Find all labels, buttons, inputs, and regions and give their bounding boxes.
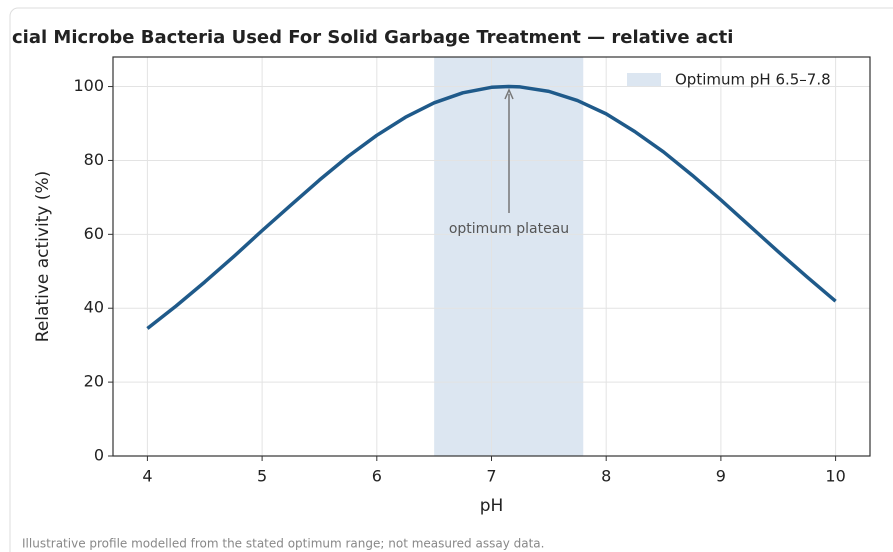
chart-title: cial Microbe Bacteria Used For Solid Gar… <box>12 27 733 48</box>
x-tick-label: 5 <box>257 467 267 486</box>
legend-swatch <box>627 73 661 86</box>
footnote: Illustrative profile modelled from the s… <box>22 537 544 551</box>
x-tick-label: 4 <box>142 467 152 486</box>
annotation-arrowhead <box>504 88 514 100</box>
y-tick-label: 0 <box>94 446 104 465</box>
x-tick-label: 8 <box>601 467 611 486</box>
y-axis-label: Relative activity (%) <box>33 171 53 342</box>
x-tick-label: 6 <box>372 467 382 486</box>
legend-label: Optimum pH 6.5–7.8 <box>675 71 831 89</box>
y-tick-label: 20 <box>84 372 104 391</box>
x-tick-label: 9 <box>716 467 726 486</box>
y-tick-label: 40 <box>84 298 104 317</box>
y-tick-label: 80 <box>84 150 104 169</box>
x-tick-label: 7 <box>486 467 496 486</box>
y-tick-label: 100 <box>73 76 104 95</box>
annotation: optimum plateau <box>449 221 569 237</box>
x-tick-label: 10 <box>825 467 845 486</box>
data-line <box>146 84 837 330</box>
x-axis-label: pH <box>480 496 504 516</box>
plot-frame <box>112 56 871 457</box>
y-tick-label: 60 <box>84 224 104 243</box>
